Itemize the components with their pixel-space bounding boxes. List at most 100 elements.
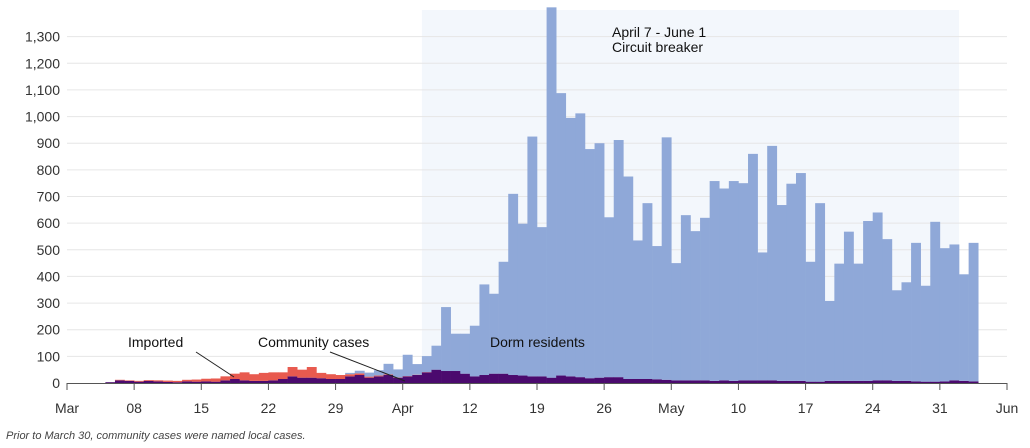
bar-imported [297,369,308,378]
bar-dorm-residents [565,117,576,377]
bar-dorm-residents [469,325,480,377]
bar-dorm-residents [728,181,739,381]
bar-community-cases [306,377,317,383]
bar-imported [172,380,183,383]
bar-community-cases [345,376,356,383]
bar-community-cases [479,375,490,383]
bar-dorm-residents [623,176,634,380]
bar-community-cases [680,380,691,383]
bar-community-cases [249,380,260,383]
bar-community-cases [853,380,864,383]
x-tick-label: 24 [865,400,881,416]
bar-imported [364,376,375,378]
bar-dorm-residents [527,136,538,377]
bar-community-cases [201,381,212,383]
bar-community-cases [153,381,164,383]
bar-dorm-residents [364,372,375,377]
bar-community-cases [431,369,442,383]
bar-imported [239,372,250,381]
y-tick-label: 1,100 [25,82,60,98]
x-tick-label: 12 [462,400,478,416]
bar-community-cases [584,378,595,383]
bar-imported [335,375,346,380]
bar-community-cases [105,382,116,383]
bar-imported [191,379,202,382]
bar-imported [278,372,288,379]
bar-community-cases [728,380,739,383]
bar-community-cases [335,379,346,383]
bar-community-cases [441,371,451,383]
bar-community-cases [700,380,710,383]
bar-community-cases [604,377,615,383]
bar-dorm-residents [584,149,595,379]
y-tick-label: 400 [37,268,61,284]
bar-imported [268,372,279,381]
bar-dorm-residents [891,290,902,381]
bar-imported [258,372,269,381]
bar-community-cases [114,380,125,383]
bar-community-cases [872,380,883,383]
bar-dorm-residents [508,193,519,376]
bar-dorm-residents [652,246,662,380]
x-tick-label: Mar [55,400,79,416]
bar-community-cases [776,380,787,383]
bar-dorm-residents [373,370,384,376]
bar-community-cases [402,376,413,383]
bar-community-cases [738,380,749,383]
bar-community-cases [537,376,547,383]
bar-community-cases [795,380,806,383]
bar-dorm-residents [412,364,423,375]
bar-dorm-residents [719,188,730,381]
bar-imported [153,380,164,382]
y-tick-label: 700 [37,189,61,205]
bar-community-cases [901,380,912,383]
bar-imported [373,375,384,377]
bar-dorm-residents [834,263,845,381]
bars [105,7,979,383]
bar-community-cases [162,381,173,383]
bar-dorm-residents [642,203,653,379]
bar-community-cases [469,376,480,383]
bar-imported [306,367,317,378]
bar-dorm-residents [690,231,701,381]
footnote: Prior to March 30, community cases were … [6,430,306,442]
y-tick-label: 100 [37,348,61,364]
x-tick-label: 10 [731,400,747,416]
bar-community-cases [556,375,567,383]
y-tick-label: 300 [37,295,61,311]
bar-dorm-residents [479,284,490,376]
y-tick-label: 1,000 [25,109,60,125]
x-tick-label: 17 [798,400,814,416]
bar-imported [325,374,336,380]
y-tick-label: 1,200 [25,55,60,71]
bar-community-cases [546,377,557,383]
x-tick-label: 22 [261,400,277,416]
bar-community-cases [690,380,701,383]
bar-dorm-residents [882,239,893,381]
bar-dorm-residents [441,307,451,372]
bar-community-cases [278,379,288,383]
period-name-label: Circuit breaker [612,39,703,55]
y-axis-ticks: 0 100 200 300 400 500 600 700 800 900 1,000 1,100 1,… [25,29,60,391]
bar-community-cases [565,376,576,383]
bar-community-cases [412,375,423,383]
y-tick-label: 900 [37,135,61,151]
bar-dorm-residents [815,203,826,382]
bar-community-cases [671,380,682,383]
bar-dorm-residents [863,221,874,381]
bar-community-cases [959,380,969,383]
bar-community-cases [594,377,605,383]
bar-community-cases [815,381,826,383]
bar-community-cases [623,379,634,383]
bar-community-cases [517,375,528,383]
bar-community-cases [450,371,461,383]
bar-community-cases [527,376,538,383]
bar-dorm-residents [460,333,471,374]
bar-dorm-residents [872,212,883,381]
bar-community-cases [230,379,240,383]
bar-imported [201,378,212,382]
bar-community-cases [949,380,960,383]
y-tick-label: 500 [37,242,61,258]
bar-community-cases [805,381,816,383]
bar-community-cases [383,375,394,383]
